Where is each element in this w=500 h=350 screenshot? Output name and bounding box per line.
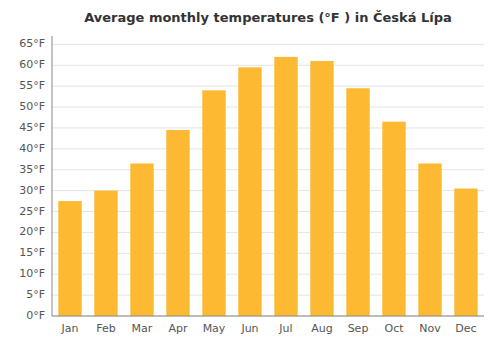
- y-tick-label: 30°F: [19, 184, 45, 197]
- y-tick-label: 50°F: [19, 100, 45, 113]
- grid-line: [52, 44, 484, 45]
- bar: [418, 163, 441, 316]
- grid-line: [52, 86, 484, 87]
- bar: [202, 90, 225, 316]
- y-tick-label: 25°F: [19, 205, 45, 218]
- bar: [382, 122, 405, 316]
- grid-line: [52, 127, 484, 128]
- bar: [454, 189, 477, 316]
- bars: [58, 57, 477, 316]
- x-tick-label: Feb: [96, 322, 115, 335]
- x-tick-label: May: [203, 322, 226, 335]
- y-tick-label: 5°F: [26, 288, 45, 301]
- bar: [94, 191, 117, 316]
- x-tick-label: Oct: [384, 322, 404, 335]
- y-grid: [52, 44, 484, 316]
- x-tick-label: Mar: [132, 322, 153, 335]
- y-tick-label: 65°F: [19, 37, 45, 50]
- bar: [310, 61, 333, 316]
- bar: [346, 88, 369, 316]
- x-tick-label: Jul: [278, 322, 292, 335]
- bar: [274, 57, 297, 316]
- y-tick-labels: 0°F 5°F 10°F 15°F 20°F 25°F 30°F 35°F 40°F 45°F 50…: [19, 37, 45, 322]
- x-tick-label: Aug: [311, 322, 332, 335]
- y-tick-label: 10°F: [19, 267, 45, 280]
- grid-line: [52, 148, 484, 149]
- x-tick-label: Sep: [348, 322, 369, 335]
- y-tick-label: 45°F: [19, 121, 45, 134]
- x-tick-label: Jan: [61, 322, 79, 335]
- bar: [58, 201, 81, 316]
- title: Average monthly temperatures (°F ) in Če…: [84, 10, 452, 25]
- y-tick-label: 15°F: [19, 246, 45, 259]
- y-tick-label: 35°F: [19, 163, 45, 176]
- x-tick-label: Apr: [168, 322, 188, 335]
- x-tick-label: Nov: [419, 322, 441, 335]
- y-tick-label: 55°F: [19, 79, 45, 92]
- y-tick-label: 20°F: [19, 225, 45, 238]
- grid-line: [52, 65, 484, 66]
- x-tick-label: Dec: [455, 322, 476, 335]
- y-tick-label: 40°F: [19, 142, 45, 155]
- bar: [130, 163, 153, 316]
- bar: [238, 67, 261, 316]
- chart: 0°F 5°F 10°F 15°F 20°F 25°F 30°F 35°F 40°F 45°F 50…: [0, 0, 500, 350]
- y-tick-label: 0°F: [26, 309, 45, 322]
- y-tick-label: 60°F: [19, 58, 45, 71]
- y-axis-line: [52, 36, 53, 316]
- x-axis-line: [52, 316, 484, 317]
- x-tick-labels: Jan Feb Mar Apr May Jun Jul Aug Sep Oct Nov Dec: [61, 322, 477, 335]
- x-tick-label: Jun: [240, 322, 258, 335]
- chart-container: 0°F 5°F 10°F 15°F 20°F 25°F 30°F 35°F 40°F 45°F 50…: [0, 0, 500, 350]
- grid-line: [52, 107, 484, 108]
- grid-line: [52, 316, 484, 317]
- bar: [166, 130, 189, 316]
